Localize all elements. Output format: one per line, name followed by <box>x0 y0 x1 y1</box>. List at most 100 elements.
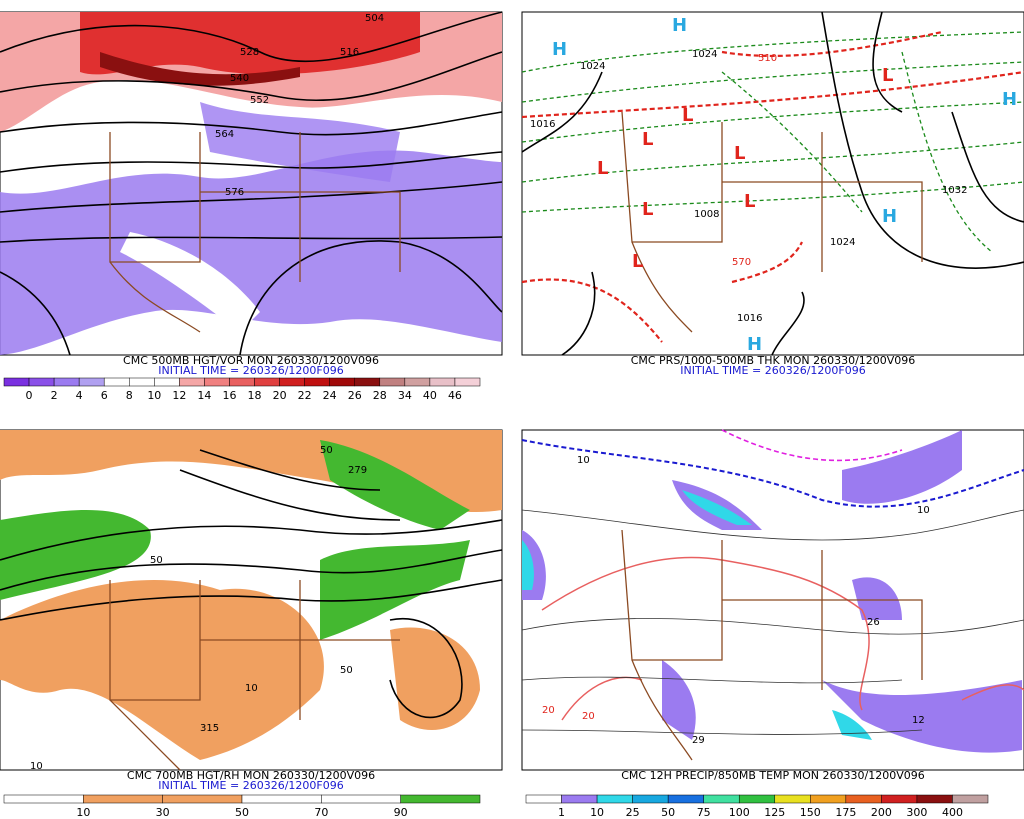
high-label: H <box>1002 89 1017 110</box>
legend-label: 1 <box>558 806 565 819</box>
legend-label: 20 <box>273 389 287 402</box>
thickness-contour <box>521 30 1024 343</box>
legend-swatch <box>738 794 776 804</box>
panel-title: CMC PRS/1000-500MB THK MON 260330/1200V0… <box>631 354 916 367</box>
height-contour <box>0 51 503 101</box>
legend-swatch <box>3 794 84 804</box>
rh-fill <box>0 580 324 760</box>
legend-label: 26 <box>348 389 362 402</box>
legend-swatch <box>400 794 481 804</box>
initial-time: INITIAL TIME = 260326/1200F096 <box>680 364 865 377</box>
legend-swatch <box>53 377 80 387</box>
legend-swatch <box>229 377 255 387</box>
height-contour <box>0 236 503 243</box>
legend-label: 46 <box>448 389 462 402</box>
legend-label: 22 <box>298 389 312 402</box>
state-lines <box>109 132 401 333</box>
contour-label: 12 <box>912 715 925 726</box>
height-contour <box>0 181 503 213</box>
legend-label: 28 <box>373 389 387 402</box>
legend-swatch <box>162 794 243 804</box>
legend-swatch <box>810 794 847 804</box>
panel-title: CMC 12H PRECIP/850MB TEMP MON 260330/120… <box>621 769 925 782</box>
contour-label: 1024 <box>580 61 605 72</box>
legend-label: 2 <box>51 389 58 402</box>
legend-swatch <box>154 377 180 387</box>
state-lines <box>621 529 923 761</box>
legend-label: 12 <box>172 389 186 402</box>
thickness-contour <box>521 31 1024 253</box>
contour-label: 540 <box>230 73 249 84</box>
low-label: L <box>642 129 653 150</box>
legend-swatch <box>632 794 669 804</box>
legend-swatch <box>429 377 456 387</box>
legend-label: 40 <box>423 389 437 402</box>
legend-swatch <box>3 377 30 387</box>
legend-label: 90 <box>394 806 408 819</box>
low-label: L <box>642 199 653 220</box>
contour-label: 29 <box>692 735 705 746</box>
legend-label: 6 <box>101 389 108 402</box>
rh-fill <box>0 440 470 640</box>
legend-swatch <box>329 377 355 387</box>
legend-label: 175 <box>835 806 856 819</box>
contour-label: 576 <box>225 187 244 198</box>
legend-label: 100 <box>729 806 750 819</box>
legend-swatch <box>241 794 322 804</box>
state-lines <box>621 111 923 333</box>
vorticity-fill <box>0 150 502 355</box>
contour-label: 510 <box>758 53 777 64</box>
legend-swatch <box>254 377 280 387</box>
legend-label: 150 <box>800 806 821 819</box>
legend-label: 125 <box>764 806 785 819</box>
precip-fill <box>522 430 1022 753</box>
legend-swatch <box>379 377 406 387</box>
legend-swatch <box>525 794 562 804</box>
low-label: L <box>734 143 745 164</box>
contour-label: 564 <box>215 129 234 140</box>
legend-label: 10 <box>147 389 161 402</box>
legend-label: 400 <box>942 806 963 819</box>
legend-swatch <box>881 794 918 804</box>
contour-label: 10 <box>245 683 258 694</box>
legend-swatch <box>454 377 481 387</box>
low-label: L <box>597 158 608 179</box>
high-label: H <box>672 15 687 36</box>
legend-swatch <box>354 377 381 387</box>
height-contour <box>0 11 503 63</box>
legend-label: 10 <box>76 806 90 819</box>
low-label: L <box>744 191 755 212</box>
contour-label: 10 <box>30 761 43 772</box>
panel-thickness: H H H H H L L L L L L L L 1024 1024 1024… <box>521 11 1024 356</box>
high-label: H <box>747 334 762 355</box>
contour-label: 10 <box>917 505 930 516</box>
legend-swatch <box>28 377 55 387</box>
legend-label: 50 <box>661 806 675 819</box>
contour-label: 1016 <box>530 119 555 130</box>
legend-swatch <box>561 794 598 804</box>
legend-label: 25 <box>626 806 640 819</box>
vorticity-fill <box>100 52 300 86</box>
legend-label: 4 <box>76 389 83 402</box>
panel-500mb: 504 516 528 540 552 564 576 <box>0 11 503 356</box>
contour-label: 528 <box>240 47 259 58</box>
contour-label: 20 <box>542 705 555 716</box>
legend-label: 24 <box>323 389 337 402</box>
legend-label: 14 <box>197 389 211 402</box>
legend-swatch <box>774 794 811 804</box>
contour-label: 1032 <box>942 185 967 196</box>
height-contour <box>0 271 71 356</box>
contour-label: 10 <box>577 455 590 466</box>
state-lines <box>109 580 400 771</box>
legend-label: 0 <box>26 389 33 402</box>
initial-time: INITIAL TIME = 260326/1200F096 <box>158 364 343 377</box>
legend-label: 8 <box>126 389 133 402</box>
map-frame <box>521 11 1024 356</box>
legend-swatch <box>952 794 989 804</box>
initial-time: INITIAL TIME = 260326/1200F096 <box>158 779 343 792</box>
contour-label: 1016 <box>737 313 762 324</box>
contour-label: 50 <box>320 445 333 456</box>
legend-label: 75 <box>697 806 711 819</box>
legend-label: 200 <box>871 806 892 819</box>
